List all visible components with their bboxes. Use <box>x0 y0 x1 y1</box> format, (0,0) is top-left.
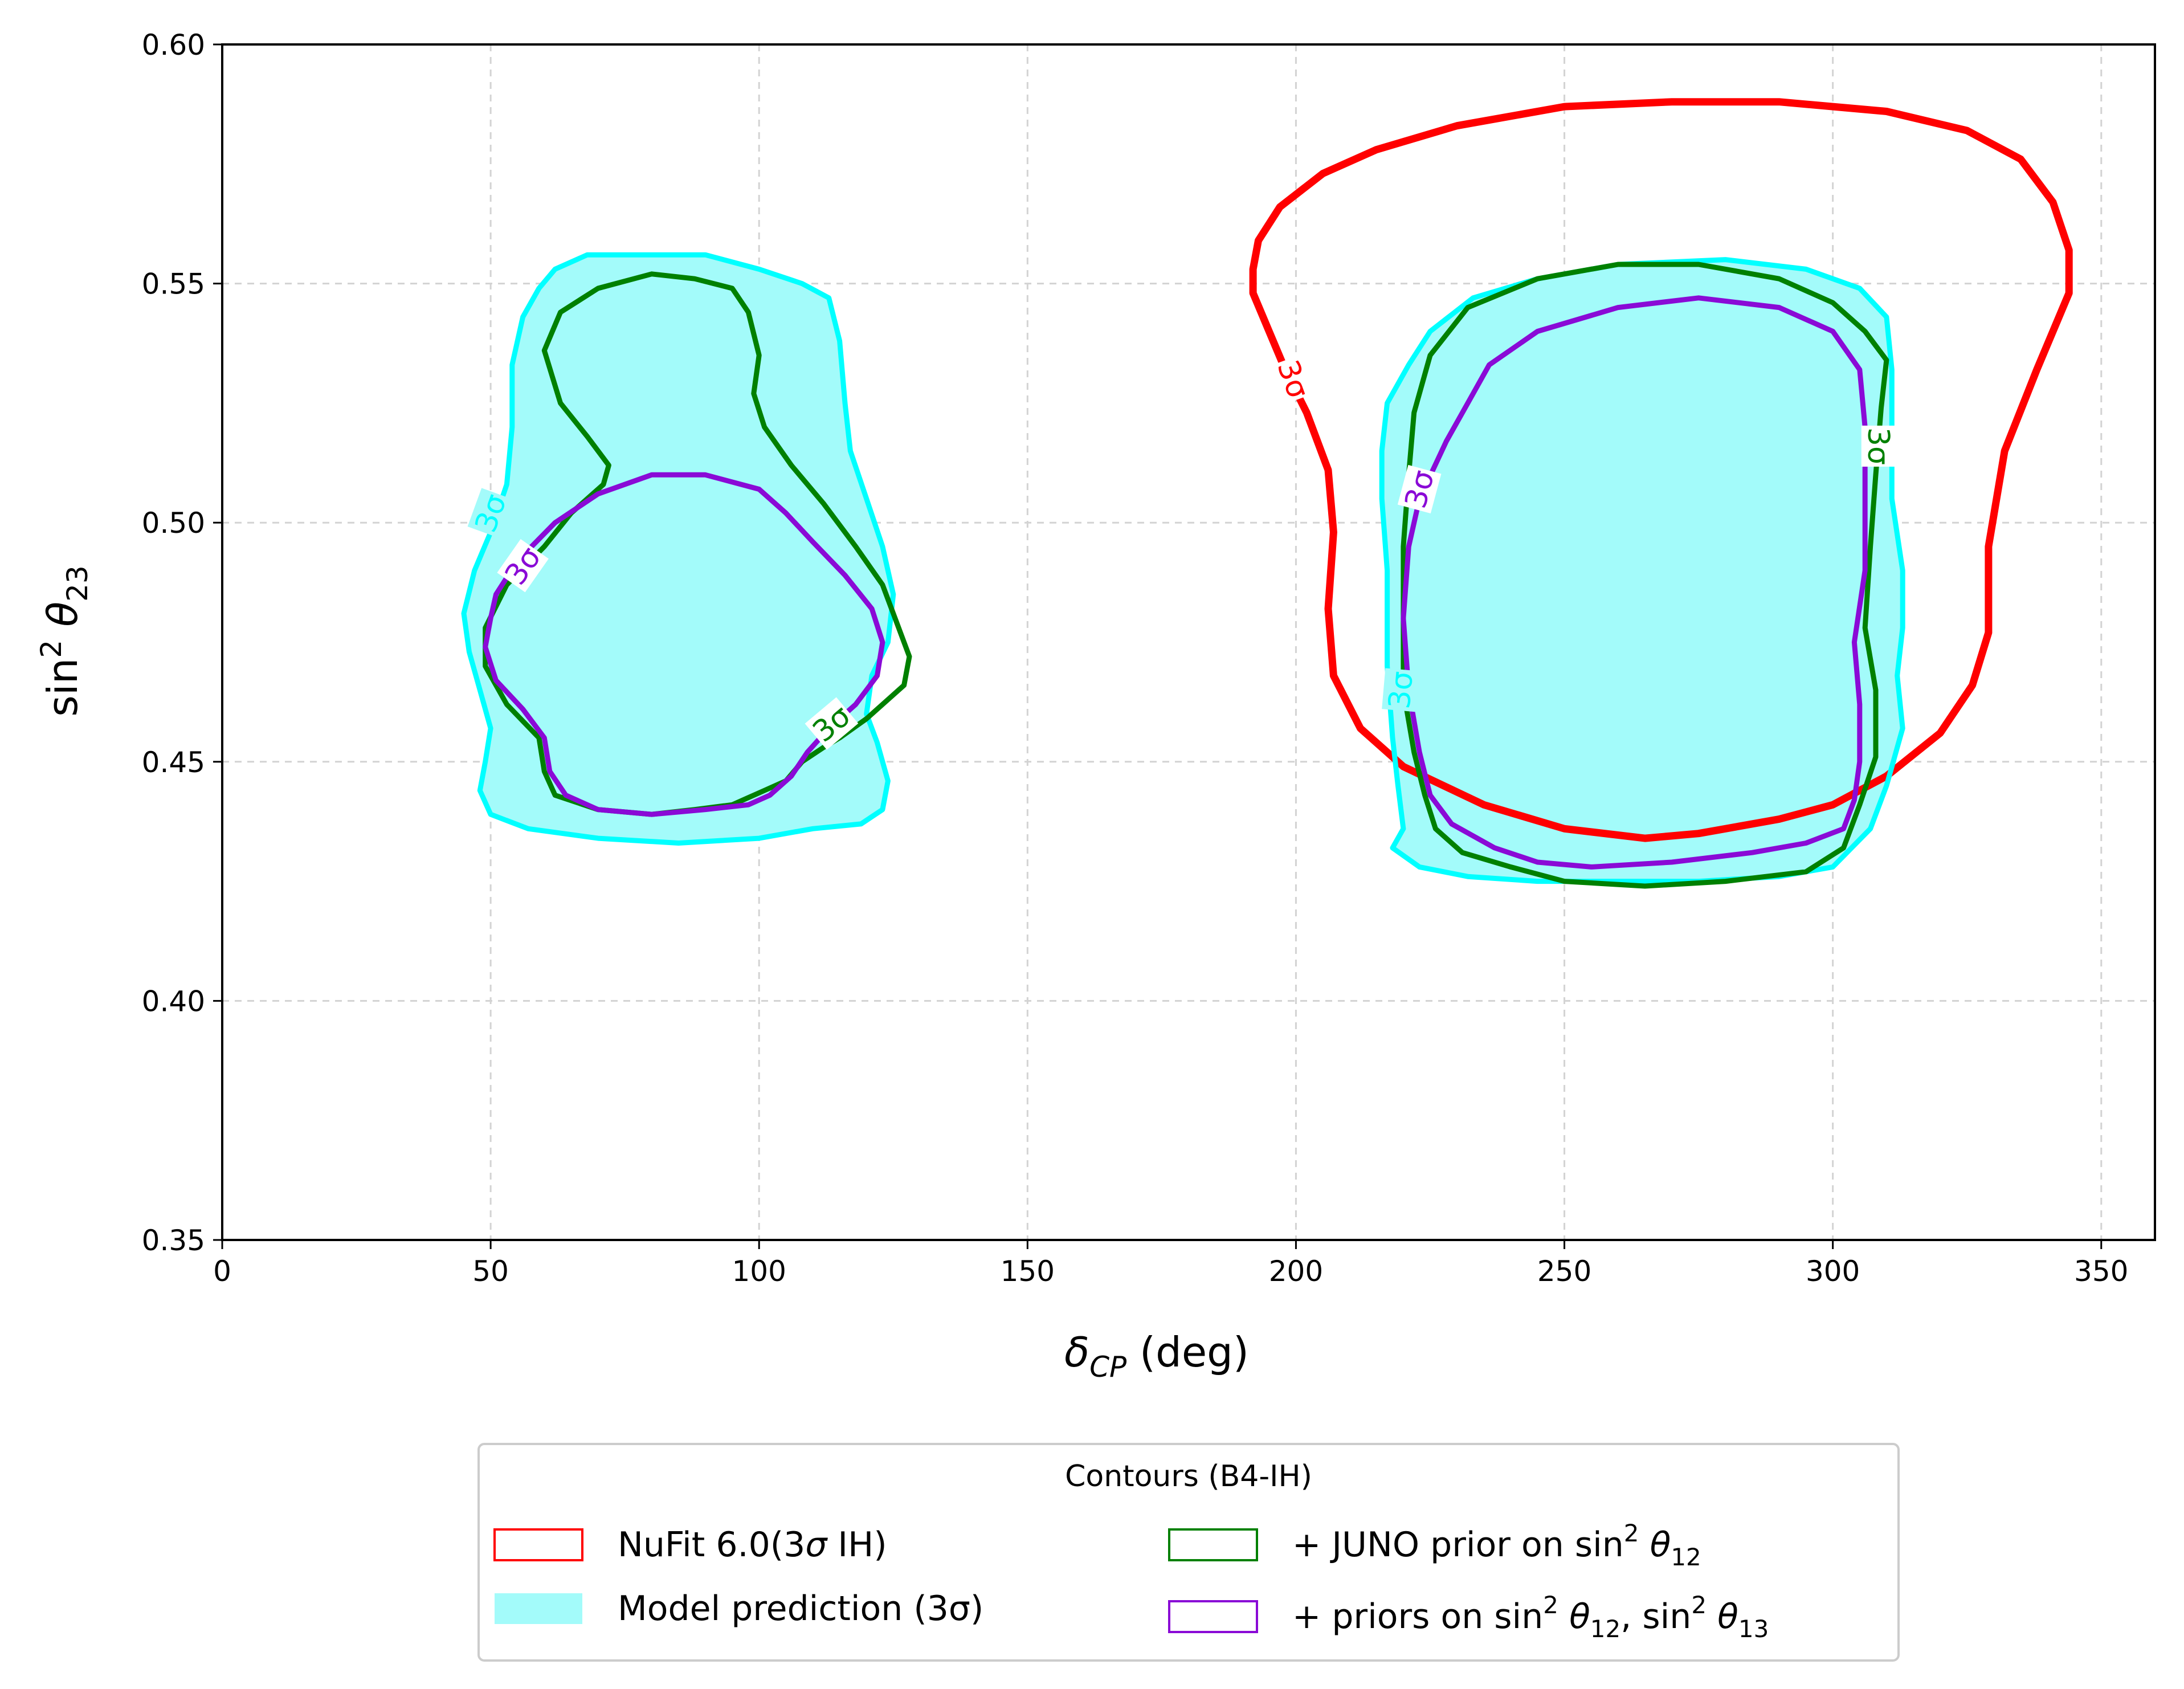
legend-title: Contours (B4-IH) <box>1065 1459 1312 1494</box>
legend-swatch-nufit <box>493 1528 583 1561</box>
x-tick-label: 100 <box>732 1255 786 1288</box>
contour-label-gap <box>467 488 514 538</box>
contour-line-model <box>1379 257 1905 884</box>
legend-frame <box>477 1443 1900 1662</box>
x-axis-label: δCP (deg) <box>1064 1328 1249 1384</box>
legend-label-juno: + JUNO prior on sin2 θ12 <box>1292 1519 1701 1571</box>
y-tick-label: 0.40 <box>142 985 205 1018</box>
contour-lines <box>461 98 2073 889</box>
contour-label-juno: 3σ <box>1861 427 1895 465</box>
legend-swatch-priors <box>1168 1600 1258 1633</box>
contour-label-gap <box>1382 668 1420 712</box>
contour-label-gap <box>805 697 859 750</box>
contour-line-juno <box>1401 262 1889 889</box>
contour-label-gap <box>497 539 549 593</box>
x-tick-label: 250 <box>1537 1255 1591 1288</box>
contour-line-priors <box>1401 295 1868 870</box>
x-tick-label: 150 <box>1001 1255 1055 1288</box>
y-tick-label: 0.50 <box>142 507 205 540</box>
contour-line-priors <box>483 472 885 817</box>
legend: Contours (B4-IH) NuFit 6.0(3σ IH) Model … <box>477 1443 1900 1662</box>
x-tick-label: 350 <box>2074 1255 2128 1288</box>
legend-swatch-juno <box>1168 1528 1258 1561</box>
x-tick-label: 300 <box>1806 1255 1860 1288</box>
legend-swatch-model <box>495 1593 582 1624</box>
contour-label-gap <box>1861 425 1896 467</box>
y-axis-ticks: 0.35 0.40 0.45 0.50 0.55 0.60 <box>142 28 222 1257</box>
legend-label-nufit: NuFit 6.0(3σ IH) <box>618 1525 887 1565</box>
x-tick-label: 200 <box>1269 1255 1323 1288</box>
contour-fill-model <box>464 255 893 843</box>
y-tick-label: 0.55 <box>142 268 205 301</box>
y-tick-label: 0.45 <box>142 746 205 779</box>
y-tick-label: 0.60 <box>142 28 205 62</box>
x-tick-label: 0 <box>213 1255 231 1288</box>
contour-fill-model <box>1382 259 1903 882</box>
plot-frame <box>221 43 2156 1241</box>
x-axis-ticks: 0 50 100 150 200 250 300 350 <box>213 1240 2128 1288</box>
contour-line-nufit <box>1249 98 2073 842</box>
legend-label-model: Model prediction (3σ) <box>618 1589 983 1629</box>
x-tick-label: 50 <box>472 1255 509 1288</box>
y-tick-label: 0.35 <box>142 1224 205 1257</box>
legend-label-priors: + priors on sin2 θ12, sin2 θ13 <box>1292 1591 1769 1643</box>
contour-label-gap <box>1270 354 1317 405</box>
contour-line-model <box>461 252 896 846</box>
contour-label-gap <box>1397 464 1442 513</box>
contour-label-model: 3σ <box>1382 670 1420 710</box>
filled-regions <box>464 255 1903 882</box>
